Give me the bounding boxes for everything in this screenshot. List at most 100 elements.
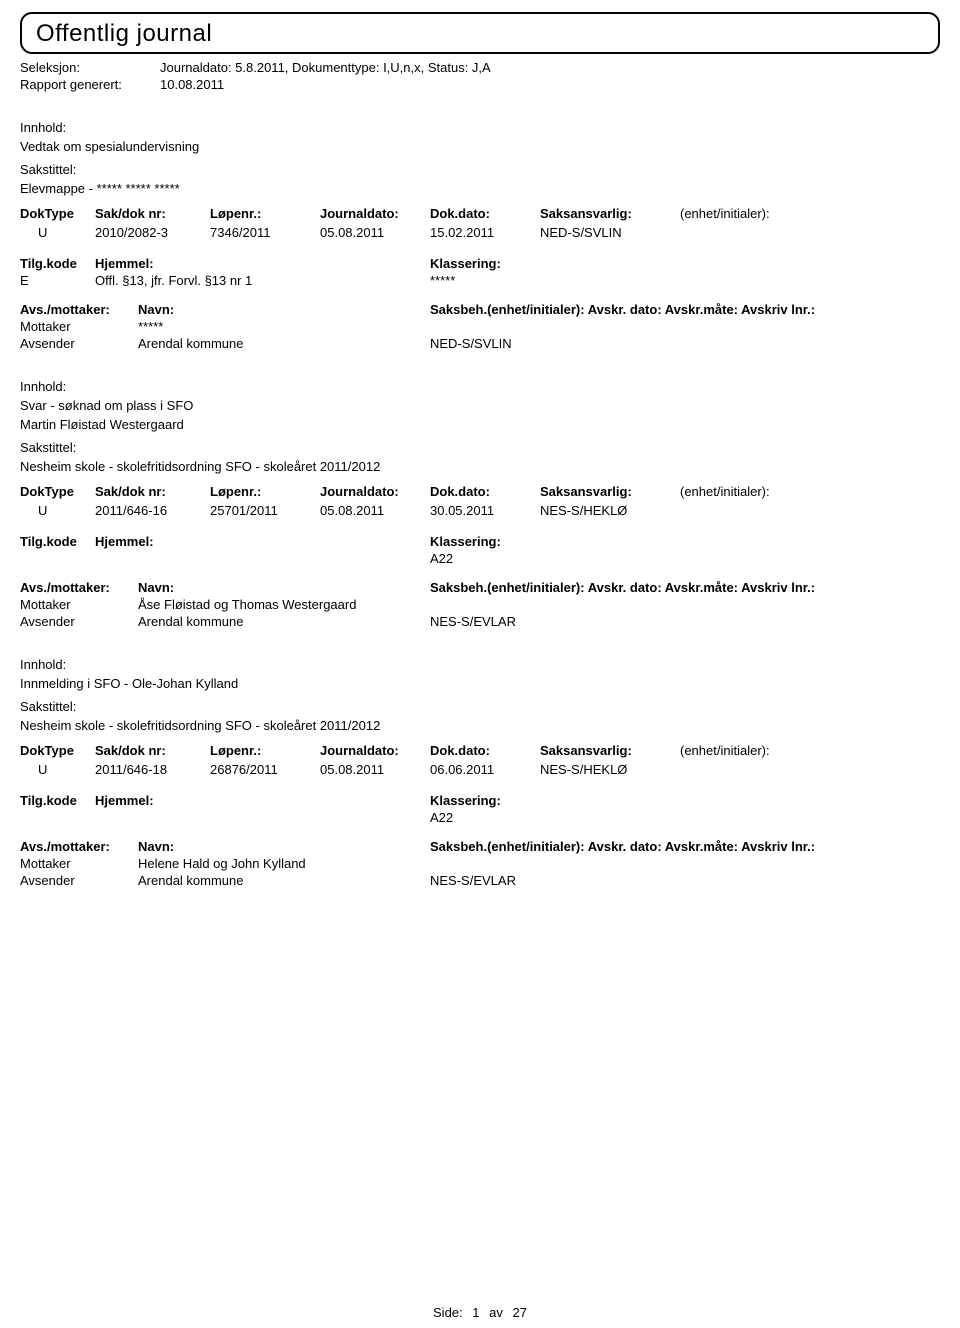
lopenr-header: Løpenr.: bbox=[210, 482, 320, 501]
mottaker-navn: Helene Hald og John Kylland bbox=[138, 856, 430, 871]
enhet-value bbox=[680, 223, 830, 242]
saksansvarlig-header: Saksansvarlig: bbox=[540, 741, 680, 760]
doktype-header: DokType bbox=[20, 741, 95, 760]
hjemmel-data-row: E Offl. §13, jfr. Forvl. §13 nr 1 ***** bbox=[20, 273, 940, 288]
dokdato-header: Dok.dato: bbox=[430, 204, 540, 223]
avsender-navn: Arendal kommune bbox=[138, 873, 430, 888]
mottaker-label: Mottaker bbox=[20, 319, 138, 334]
hjemmel-data-row: A22 bbox=[20, 551, 940, 566]
lopenr-header: Løpenr.: bbox=[210, 204, 320, 223]
journaldato-value: 05.08.2011 bbox=[320, 223, 430, 242]
lopenr-value: 25701/2011 bbox=[210, 501, 320, 520]
doktype-header: DokType bbox=[20, 482, 95, 501]
avsender-saksbeh: NES-S/EVLAR bbox=[430, 614, 516, 629]
saksansvarlig-value: NED-S/SVLIN bbox=[540, 223, 680, 242]
dokdato-header: Dok.dato: bbox=[430, 482, 540, 501]
hjemmel-header: Hjemmel: bbox=[95, 793, 430, 808]
hjemmel-value bbox=[95, 810, 430, 825]
side-label: Side: bbox=[433, 1305, 463, 1320]
enhet-header: (enhet/initialer): bbox=[680, 741, 830, 760]
mottaker-row: Mottaker Åse Fløistad og Thomas Westerga… bbox=[20, 597, 940, 612]
dokdato-header: Dok.dato: bbox=[430, 741, 540, 760]
avsender-navn: Arendal kommune bbox=[138, 336, 430, 351]
doktype-header: DokType bbox=[20, 204, 95, 223]
tilgkode-value bbox=[20, 551, 95, 566]
doc-grid: DokType Sak/dok nr: Løpenr.: Journaldato… bbox=[20, 482, 940, 520]
saknr-value: 2010/2082-3 bbox=[95, 223, 210, 242]
mottaker-label: Mottaker bbox=[20, 856, 138, 871]
page-title: Offentlig journal bbox=[36, 20, 924, 48]
innhold-label: Innhold: bbox=[20, 120, 940, 135]
navn-header: Navn: bbox=[138, 839, 430, 854]
innhold-label: Innhold: bbox=[20, 657, 940, 672]
journal-entry: Innhold: Svar - søknad om plass i SFO Ma… bbox=[20, 379, 940, 629]
enhet-header: (enhet/initialer): bbox=[680, 482, 830, 501]
klassering-header: Klassering: bbox=[430, 256, 501, 271]
tilgkode-value: E bbox=[20, 273, 95, 288]
klassering-header: Klassering: bbox=[430, 793, 501, 808]
tilgkode-header: Tilg.kode bbox=[20, 256, 95, 271]
sakstittel-label: Sakstittel: bbox=[20, 699, 940, 714]
innhold-text: Innmelding i SFO - Ole-Johan Kylland bbox=[20, 676, 940, 691]
avs-header-row: Avs./mottaker: Navn: Saksbeh.(enhet/init… bbox=[20, 839, 940, 854]
sakstittel-label: Sakstittel: bbox=[20, 162, 940, 177]
avsender-row: Avsender Arendal kommune NES-S/EVLAR bbox=[20, 873, 940, 888]
avsender-navn: Arendal kommune bbox=[138, 614, 430, 629]
saknr-value: 2011/646-16 bbox=[95, 501, 210, 520]
hjemmel-header-row: Tilg.kode Hjemmel: Klassering: bbox=[20, 256, 940, 271]
saksbeh-header: Saksbeh.(enhet/initialer): Avskr. dato: … bbox=[430, 580, 815, 595]
navn-header: Navn: bbox=[138, 580, 430, 595]
klassering-value: ***** bbox=[430, 273, 455, 288]
avsmottaker-header: Avs./mottaker: bbox=[20, 302, 138, 317]
enhet-header: (enhet/initialer): bbox=[680, 204, 830, 223]
tilgkode-header: Tilg.kode bbox=[20, 534, 95, 549]
seleksjon-row: Seleksjon: Journaldato: 5.8.2011, Dokume… bbox=[20, 60, 940, 75]
rapport-label: Rapport generert: bbox=[20, 77, 160, 92]
mottaker-navn: ***** bbox=[138, 319, 430, 334]
klassering-value: A22 bbox=[430, 551, 453, 566]
lopenr-header: Løpenr.: bbox=[210, 741, 320, 760]
sakstittel-text: Nesheim skole - skolefritidsordning SFO … bbox=[20, 718, 940, 733]
rapport-value: 10.08.2011 bbox=[160, 77, 224, 92]
hjemmel-header-row: Tilg.kode Hjemmel: Klassering: bbox=[20, 793, 940, 808]
mottaker-row: Mottaker Helene Hald og John Kylland bbox=[20, 856, 940, 871]
avsmottaker-header: Avs./mottaker: bbox=[20, 839, 138, 854]
doc-grid: DokType Sak/dok nr: Løpenr.: Journaldato… bbox=[20, 741, 940, 779]
saknr-header: Sak/dok nr: bbox=[95, 741, 210, 760]
avsender-row: Avsender Arendal kommune NES-S/EVLAR bbox=[20, 614, 940, 629]
lopenr-value: 7346/2011 bbox=[210, 223, 320, 242]
hjemmel-header-row: Tilg.kode Hjemmel: Klassering: bbox=[20, 534, 940, 549]
avsender-label: Avsender bbox=[20, 336, 138, 351]
journaldato-header: Journaldato: bbox=[320, 482, 430, 501]
hjemmel-value bbox=[95, 551, 430, 566]
hjemmel-header: Hjemmel: bbox=[95, 534, 430, 549]
av-label: av bbox=[489, 1305, 503, 1320]
saksansvarlig-header: Saksansvarlig: bbox=[540, 482, 680, 501]
avsender-label: Avsender bbox=[20, 614, 138, 629]
klassering-value: A22 bbox=[430, 810, 453, 825]
innhold-text-2: Martin Fløistad Westergaard bbox=[20, 417, 940, 432]
saksansvarlig-value: NES-S/HEKLØ bbox=[540, 501, 680, 520]
innhold-label: Innhold: bbox=[20, 379, 940, 394]
journal-entry: Innhold: Vedtak om spesialundervisning S… bbox=[20, 120, 940, 351]
sakstittel-text: Elevmappe - ***** ***** ***** bbox=[20, 181, 940, 196]
doktype-value: U bbox=[20, 223, 95, 242]
avs-header-row: Avs./mottaker: Navn: Saksbeh.(enhet/init… bbox=[20, 302, 940, 317]
doktype-value: U bbox=[20, 760, 95, 779]
sakstittel-label: Sakstittel: bbox=[20, 440, 940, 455]
rapport-row: Rapport generert: 10.08.2011 bbox=[20, 77, 940, 92]
hjemmel-header: Hjemmel: bbox=[95, 256, 430, 271]
doc-grid: DokType Sak/dok nr: Løpenr.: Journaldato… bbox=[20, 204, 940, 242]
tilgkode-value bbox=[20, 810, 95, 825]
avsmottaker-header: Avs./mottaker: bbox=[20, 580, 138, 595]
saknr-value: 2011/646-18 bbox=[95, 760, 210, 779]
dokdato-value: 15.02.2011 bbox=[430, 223, 540, 242]
journaldato-header: Journaldato: bbox=[320, 741, 430, 760]
innhold-text: Svar - søknad om plass i SFO bbox=[20, 398, 940, 413]
mottaker-label: Mottaker bbox=[20, 597, 138, 612]
avs-header-row: Avs./mottaker: Navn: Saksbeh.(enhet/init… bbox=[20, 580, 940, 595]
hjemmel-value: Offl. §13, jfr. Forvl. §13 nr 1 bbox=[95, 273, 430, 288]
avsender-row: Avsender Arendal kommune NED-S/SVLIN bbox=[20, 336, 940, 351]
saksbeh-header: Saksbeh.(enhet/initialer): Avskr. dato: … bbox=[430, 839, 815, 854]
avsender-label: Avsender bbox=[20, 873, 138, 888]
